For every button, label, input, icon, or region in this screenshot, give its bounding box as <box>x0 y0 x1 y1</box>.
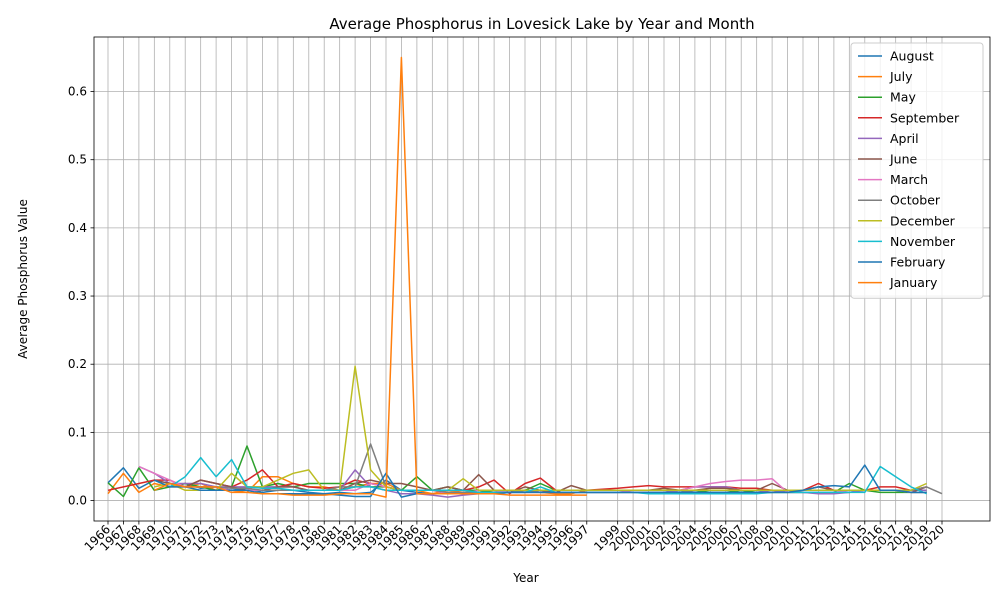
legend-entry: December <box>890 213 956 228</box>
y-tick-label: 0.4 <box>68 221 87 235</box>
x-axis-label: Year <box>512 571 538 585</box>
series-line-january <box>153 56 587 498</box>
y-tick-label: 0.0 <box>68 494 87 508</box>
legend-entry: October <box>890 193 941 208</box>
legend-box <box>850 42 984 299</box>
y-tick-label: 0.5 <box>68 153 87 167</box>
plot-frame <box>93 36 991 522</box>
y-axis-label: Average Phosphorus Value <box>16 199 30 359</box>
legend-entry: February <box>890 255 946 270</box>
y-tick-label: 0.2 <box>68 357 87 371</box>
legend-entry: March <box>890 172 928 187</box>
y-axis-ticks: 0.0 0.1 0.2 0.3 0.4 0.5 0.6 <box>68 85 94 508</box>
legend-entry: May <box>890 90 916 105</box>
legend-entry: July <box>889 69 913 84</box>
series-line-november <box>169 456 927 495</box>
legend: August July May September April June March Octo… <box>850 42 984 299</box>
y-tick-label: 0.1 <box>68 425 87 439</box>
y-tick-label: 0.6 <box>68 85 87 99</box>
legend-entry: September <box>890 110 960 125</box>
legend-entry: August <box>890 49 934 64</box>
legend-entry: June <box>889 152 918 167</box>
legend-entry: April <box>890 131 919 146</box>
chart-title: Average Phosphorus in Lovesick Lake by Y… <box>329 15 754 33</box>
legend-entry: January <box>889 275 938 290</box>
legend-entry: November <box>890 234 956 249</box>
series-lines <box>107 56 943 498</box>
y-tick-label: 0.3 <box>68 289 87 303</box>
